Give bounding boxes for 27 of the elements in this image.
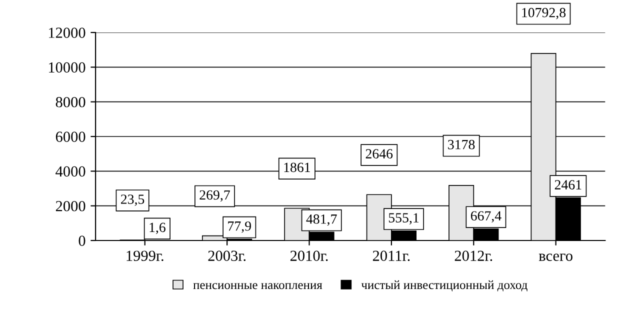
x-tick-label: 1999г. [126,250,164,262]
data-label: 269,7 [200,190,230,202]
data-label: 667,4 [470,211,502,223]
x-tick-label: 2003г. [208,250,246,262]
y-tick-label: 4000 [56,166,86,177]
data-label: 555,1 [388,213,419,224]
data-label: 1861 [284,162,310,172]
y-tick-label: 6000 [56,132,86,142]
data-label: 10792,8 [522,8,566,20]
data-label: 23,5 [120,194,144,206]
x-tick-label: 2010г. [290,250,328,262]
data-label: 1,6 [150,222,166,234]
legend-label: чистый инвестиционный доход [361,280,528,292]
legend-label: пенсионные накопления [193,283,322,290]
y-tick-label: 12000 [48,28,86,38]
y-tick-label: 8000 [56,96,86,108]
data-label: 2461 [554,180,582,190]
y-tick-label: 0 [78,236,86,246]
data-label: 2646 [366,149,393,158]
data-label: 3178 [448,140,475,150]
x-tick-label: 2011г. [372,250,410,262]
data-label: 481,7 [306,214,337,226]
x-tick-label: всего [538,254,572,261]
y-tick-label: 10000 [48,62,86,73]
x-tick-label: 2012г. [454,250,492,262]
data-label: 77,9 [228,221,251,233]
y-tick-label: 2000 [56,200,86,212]
